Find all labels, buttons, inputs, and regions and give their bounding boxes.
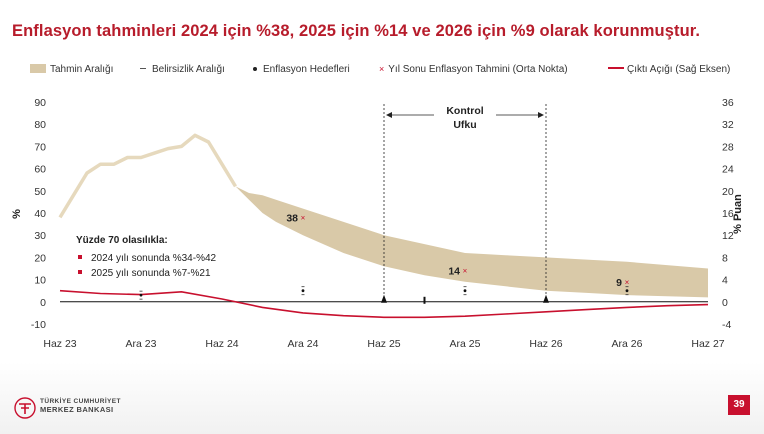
annotation-bullet <box>78 255 82 259</box>
year-end-forecast-marker: × <box>463 267 468 276</box>
y-right-tick-label: -4 <box>722 319 731 331</box>
legend-uncertainty-label: Belirsizlik Aralığı <box>152 64 225 75</box>
y-left-tick-label: 50 <box>34 186 46 198</box>
legend-uncertainty: Belirsizlik Aralığı <box>140 64 225 75</box>
x-tick-label: Haz 25 <box>367 338 400 350</box>
y-right-tick-label: 32 <box>722 119 734 131</box>
annotation-line: 2024 yılı sonunda %34-%42 <box>91 253 217 264</box>
x-tick-label: Haz 26 <box>529 338 562 350</box>
y-right-tick-label: 12 <box>722 230 734 242</box>
y-left-tick-label: 60 <box>34 164 46 176</box>
inflation-actual-line <box>58 133 237 219</box>
y-right-tick-label: 0 <box>722 297 728 309</box>
control-horizon-label-line2: Ufku <box>453 119 476 131</box>
legend-output-gap-swatch <box>608 67 624 69</box>
year-end-forecast-label: 38 <box>286 212 298 224</box>
inflation-target-point <box>463 289 467 293</box>
footer-band <box>0 362 764 434</box>
legend-range-label: Tahmin Aralığı <box>50 64 114 75</box>
x-tick-label: Ara 26 <box>612 338 643 350</box>
annotation-bullet <box>78 270 82 274</box>
year-end-forecast-label: 9 <box>616 277 622 289</box>
y-right-tick-label: 24 <box>722 164 734 176</box>
control-horizon-label-line1: Kontrol <box>446 105 483 117</box>
year-end-forecast-label: 14 <box>448 266 460 278</box>
y-right-tick-label: 20 <box>722 186 734 198</box>
inflation-target-point <box>301 289 305 293</box>
inflation-target-point <box>139 293 143 297</box>
inflation-forecast-chart: -10 0 10 20 30 40 50 60 70 80 90 -4 0 4 8 12 16 20 24 28 32 3… <box>11 97 744 350</box>
page-title: Enflasyon tahminleri 2024 için %38, 2025… <box>12 22 701 40</box>
y-left-tick-label: 90 <box>34 97 46 109</box>
y-right-tick-label: 4 <box>722 275 728 287</box>
legend-midpoint: × Yıl Sonu Enflasyon Tahmini (Orta Nokta) <box>379 64 568 75</box>
cbrt-logo: TÜRKİYE CUMHURİYET MERKEZ BANKASI <box>14 397 164 421</box>
y-left-axis-label: % <box>11 209 23 219</box>
control-horizon-arrowhead-right <box>538 112 544 118</box>
legend-targets-swatch <box>253 67 257 71</box>
y-left-tick-label: -10 <box>31 319 46 331</box>
page-number-badge: 39 <box>728 395 750 415</box>
y-right-tick-label: 28 <box>722 141 734 153</box>
year-end-forecast-marker: × <box>625 278 630 287</box>
x-tick-label: Haz 23 <box>43 338 76 350</box>
control-horizon-arrowhead-left <box>386 112 392 118</box>
logo-line-1: TÜRKİYE CUMHURİYET <box>40 398 121 405</box>
legend-midpoint-label: Yıl Sonu Enflasyon Tahmini (Orta Nokta) <box>388 64 568 75</box>
legend-targets-label: Enflasyon Hedefleri <box>263 64 350 75</box>
x-tick-label: Ara 25 <box>450 338 481 350</box>
logo-line-2: MERKEZ BANKASI <box>40 405 114 414</box>
x-tick-label: Haz 27 <box>691 338 724 350</box>
year-end-forecast-marker: × <box>301 213 306 222</box>
annotation-line: 2025 yılı sonunda %7-%21 <box>91 268 211 279</box>
y-left-tick-label: 70 <box>34 141 46 153</box>
cbrt-emblem-icon <box>14 397 36 419</box>
legend-uncertainty-swatch <box>140 68 146 69</box>
y-right-tick-label: 36 <box>722 97 734 109</box>
control-horizon-start-tick <box>381 294 387 303</box>
legend-output-gap-label: Çıktı Açığı (Sağ Eksen) <box>627 64 731 75</box>
inflation-target-point <box>625 289 629 293</box>
cbrt-logo-text: TÜRKİYE CUMHURİYET MERKEZ BANKASI <box>40 398 121 414</box>
y-left-tick-label: 30 <box>34 230 46 242</box>
y-left-tick-label: 40 <box>34 208 46 220</box>
legend-output-gap: Çıktı Açığı (Sağ Eksen) <box>608 64 730 75</box>
x-tick-label: Ara 23 <box>126 338 157 350</box>
y-left-tick-label: 20 <box>34 252 46 264</box>
legend-range: Tahmin Aralığı <box>30 64 113 75</box>
forecast-band-area <box>235 186 708 298</box>
legend-targets: Enflasyon Hedefleri <box>253 64 350 75</box>
y-right-tick-label: 16 <box>722 208 734 220</box>
legend-midpoint-swatch: × <box>379 64 385 74</box>
x-tick-label: Ara 24 <box>288 338 319 350</box>
y-right-axis-label: % Puan <box>732 194 744 234</box>
x-tick-label: Haz 24 <box>205 338 238 350</box>
output-gap-line <box>59 289 709 319</box>
y-right-tick-label: 8 <box>722 252 728 264</box>
y-left-tick-label: 80 <box>34 119 46 131</box>
y-left-tick-label: 0 <box>40 297 46 309</box>
control-horizon-end-tick <box>543 294 549 303</box>
y-left-tick-label: 10 <box>34 275 46 287</box>
legend-range-swatch <box>30 64 46 73</box>
annotation-header: Yüzde 70 olasılıkla: <box>76 235 168 246</box>
